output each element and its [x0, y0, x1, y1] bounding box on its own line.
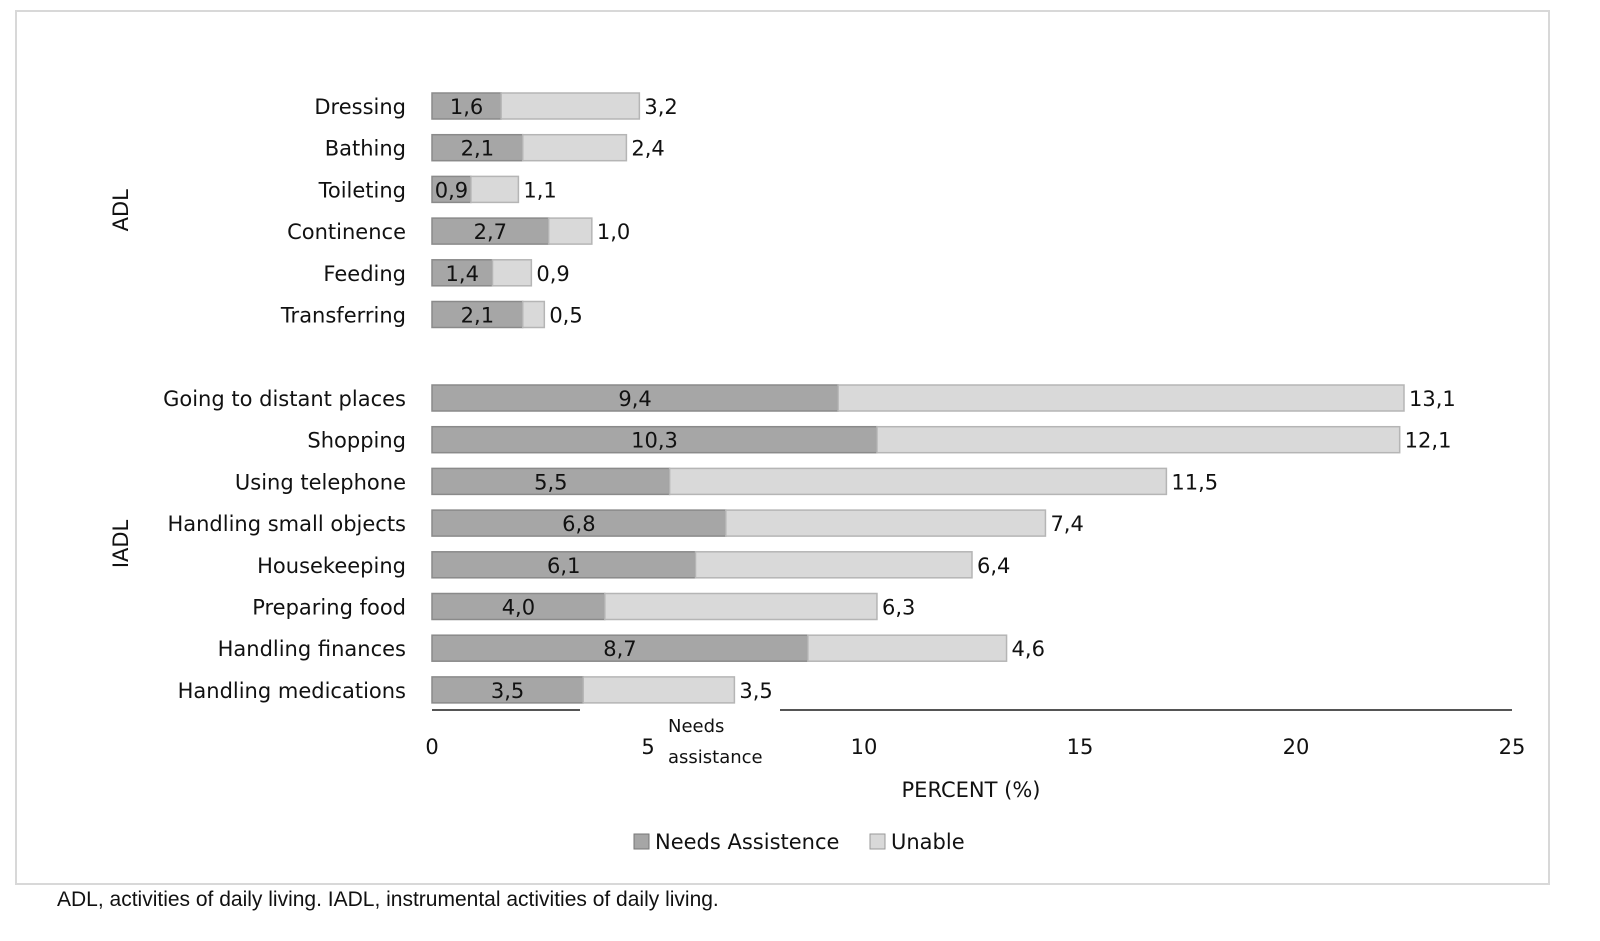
category-label: Handling finances [218, 637, 406, 661]
data-label-unable: 0,5 [549, 304, 582, 328]
bar-unable [500, 92, 641, 120]
x-tick-label: 25 [1499, 735, 1526, 759]
bar-unable [837, 384, 1405, 412]
category-label: Transferring [280, 304, 406, 328]
legend-swatch-unable [869, 833, 886, 850]
bar-needs-assistence [431, 425, 878, 454]
bar-needs-assistence [431, 300, 524, 329]
bar-needs-assistence [431, 634, 809, 662]
bar-needs-assistence [431, 384, 839, 412]
bar-unable [604, 592, 878, 621]
data-label-needs-assistence: 0,9 [435, 178, 468, 202]
annotation-text: assistance [668, 747, 763, 768]
bar-needs-assistence [431, 259, 494, 287]
figure-caption: ADL, activities of daily living. IADL, i… [57, 888, 719, 911]
data-label-unable: 1,1 [523, 178, 556, 202]
group-label-iadl: IADL [109, 519, 133, 568]
x-axis-label: PERCENT (%) [902, 778, 1041, 802]
data-label-unable: 7,4 [1050, 512, 1083, 536]
data-label-needs-assistence: 5,5 [534, 470, 567, 494]
data-label-needs-assistence: 2,1 [461, 304, 494, 328]
bar-unable [725, 509, 1047, 537]
data-label-unable: 3,5 [739, 679, 772, 703]
category-label: Continence [287, 220, 406, 244]
data-label-needs-assistence: 3,5 [491, 679, 524, 703]
chart-frame [15, 10, 1550, 885]
bar-needs-assistence [431, 592, 606, 621]
data-label-unable: 2,4 [631, 137, 664, 161]
category-label: Bathing [325, 137, 406, 161]
bar-unable [668, 467, 1168, 496]
bar-unable [521, 133, 628, 162]
data-label-unable: 6,3 [882, 596, 915, 620]
legend-label-unable: Unable [891, 830, 965, 854]
data-label-needs-assistence: 1,6 [450, 95, 483, 119]
data-label-needs-assistence: 6,1 [547, 554, 580, 578]
x-tick-label: 15 [1067, 735, 1094, 759]
x-tick-label: 0 [425, 735, 438, 759]
legend-label-needs-assistence: Needs Assistence [655, 830, 839, 854]
bar-unable [470, 175, 520, 204]
category-label: Using telephone [235, 470, 406, 494]
annotation-text: Needs [668, 716, 724, 737]
data-label-needs-assistence: 2,1 [461, 137, 494, 161]
category-label: Preparing food [252, 596, 406, 620]
data-label-unable: 4,6 [1012, 637, 1045, 661]
bar-needs-assistence [431, 133, 524, 162]
x-tick-label: 20 [1283, 735, 1310, 759]
category-label: Toileting [318, 178, 406, 202]
bar-unable [807, 634, 1008, 662]
bar-unable [582, 676, 736, 704]
bar-needs-assistence [431, 467, 671, 496]
data-label-unable: 3,2 [644, 95, 677, 119]
data-label-unable: 11,5 [1171, 470, 1218, 494]
bar-unable [547, 217, 593, 245]
group-label-adl: ADL [109, 189, 133, 232]
category-label: Going to distant places [163, 387, 406, 411]
data-label-unable: 0,9 [536, 262, 569, 286]
bar-unable [876, 425, 1401, 454]
category-label: Handling small objects [167, 512, 406, 536]
bar-unable [521, 300, 546, 329]
x-tick-label: 5 [641, 735, 654, 759]
bar-needs-assistence [431, 551, 697, 579]
category-label: Housekeeping [257, 554, 406, 578]
data-label-needs-assistence: 10,3 [631, 429, 678, 453]
data-label-unable: 12,1 [1405, 429, 1452, 453]
bar-needs-assistence [431, 217, 550, 245]
data-label-needs-assistence: 6,8 [562, 512, 595, 536]
category-label: Dressing [314, 95, 406, 119]
x-tick-label: 10 [851, 735, 878, 759]
bar-unable [694, 551, 973, 579]
category-label: Shopping [307, 429, 406, 453]
data-label-needs-assistence: 4,0 [502, 596, 535, 620]
data-label-unable: 1,0 [597, 220, 630, 244]
data-label-needs-assistence: 8,7 [603, 637, 636, 661]
legend-swatch-needs-assistence [633, 833, 650, 850]
bar-needs-assistence [431, 92, 502, 120]
bar-unable [491, 259, 533, 287]
bar-needs-assistence [431, 509, 727, 537]
data-label-unable: 13,1 [1409, 387, 1456, 411]
data-label-needs-assistence: 9,4 [618, 387, 651, 411]
category-label: Feeding [323, 262, 406, 286]
data-label-unable: 6,4 [977, 554, 1010, 578]
category-label: Handling medications [178, 679, 406, 703]
data-label-needs-assistence: 2,7 [474, 220, 507, 244]
data-label-needs-assistence: 1,4 [446, 262, 479, 286]
